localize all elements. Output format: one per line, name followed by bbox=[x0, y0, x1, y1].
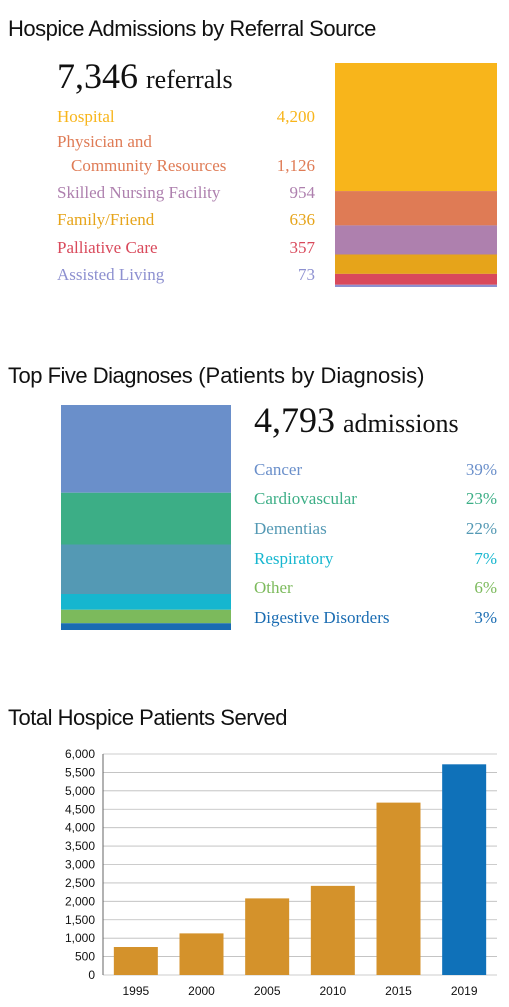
legend-label: Family/Friend bbox=[57, 210, 155, 229]
y-tick-label: 2,000 bbox=[65, 894, 95, 908]
stack-segment bbox=[335, 254, 497, 274]
x-tick-label: 2005 bbox=[254, 984, 281, 998]
bar bbox=[376, 802, 421, 975]
x-tick-label: 2000 bbox=[188, 984, 215, 998]
legend-label: Cardiovascular bbox=[254, 489, 357, 508]
legend-label: Hospital bbox=[57, 107, 115, 126]
value-label: 357 bbox=[290, 238, 316, 257]
chart-title: Total Hospice Patients Served bbox=[8, 705, 287, 730]
legend-label: Assisted Living bbox=[57, 265, 165, 284]
legend-label: Palliative Care bbox=[57, 238, 158, 257]
y-tick-label: 2,500 bbox=[65, 876, 95, 890]
stack-segment bbox=[61, 544, 231, 594]
y-tick-label: 3,000 bbox=[65, 858, 95, 872]
title: Top Five Diagnoses bbox=[8, 363, 193, 388]
stack-segment bbox=[61, 492, 231, 545]
stack-segment bbox=[61, 609, 231, 624]
y-tick-label: 4,000 bbox=[65, 821, 95, 835]
y-tick-label: 500 bbox=[75, 950, 95, 964]
value-label: 6% bbox=[474, 578, 497, 597]
total-unit: admissions bbox=[343, 409, 459, 438]
value-label: 73 bbox=[298, 265, 315, 284]
headline: 7,346 referrals bbox=[57, 56, 233, 96]
total: 7,346 bbox=[57, 56, 138, 96]
bar bbox=[245, 898, 290, 975]
bar bbox=[442, 764, 487, 975]
legend-label: Skilled Nursing Facility bbox=[57, 183, 221, 202]
value-label: 23% bbox=[466, 489, 497, 508]
legend-label: Other bbox=[254, 578, 293, 597]
value-label: 39% bbox=[466, 460, 497, 479]
value-label: 22% bbox=[466, 519, 497, 538]
stack-segment bbox=[335, 225, 497, 255]
stack-segment bbox=[61, 623, 231, 630]
value-label: 636 bbox=[290, 210, 316, 229]
stack-segment bbox=[335, 284, 497, 287]
headline: 4,793 admissions bbox=[254, 400, 459, 440]
bar bbox=[179, 933, 224, 975]
bar bbox=[113, 947, 158, 975]
x-tick-label: 2010 bbox=[319, 984, 346, 998]
y-tick-label: 1,000 bbox=[65, 931, 95, 945]
x-tick-label: 2015 bbox=[385, 984, 412, 998]
stack-segment bbox=[335, 273, 497, 285]
legend-label: Physician and Community Resources bbox=[57, 132, 226, 175]
value-label: 1,126 bbox=[277, 156, 315, 175]
value-label: 4,200 bbox=[277, 107, 315, 126]
total-unit: referrals bbox=[146, 65, 233, 94]
y-tick-label: 1,500 bbox=[65, 913, 95, 927]
legend-label: Cancer bbox=[254, 460, 302, 479]
x-tick-label: 1995 bbox=[122, 984, 149, 998]
bar bbox=[310, 885, 355, 975]
y-tick-label: 6,000 bbox=[65, 747, 95, 761]
legend-label: Respiratory bbox=[254, 549, 334, 568]
y-tick-label: 4,500 bbox=[65, 802, 95, 816]
legend-label: Dementias bbox=[254, 519, 327, 538]
y-tick-label: 0 bbox=[88, 968, 95, 982]
total: 4,793 bbox=[254, 400, 335, 440]
value-label: 7% bbox=[474, 549, 497, 568]
x-tick-label: 2019 bbox=[451, 984, 478, 998]
stack-segment bbox=[335, 63, 497, 192]
stack-segment bbox=[61, 594, 231, 610]
y-tick-label: 3,500 bbox=[65, 839, 95, 853]
chart-title: Top Five Diagnoses (Patients by Diagnosis… bbox=[8, 363, 424, 388]
stack-segment bbox=[335, 191, 497, 226]
stack-segment bbox=[61, 405, 231, 493]
legend-label: Digestive Disorders bbox=[254, 608, 390, 627]
y-tick-label: 5,500 bbox=[65, 765, 95, 779]
chart-title: Hospice Admissions by Referral Source bbox=[8, 16, 376, 41]
y-tick-label: 5,000 bbox=[65, 784, 95, 798]
subtitle: (Patients by Diagnosis) bbox=[198, 363, 424, 388]
value-label: 3% bbox=[474, 608, 497, 627]
value-label: 954 bbox=[290, 183, 316, 202]
